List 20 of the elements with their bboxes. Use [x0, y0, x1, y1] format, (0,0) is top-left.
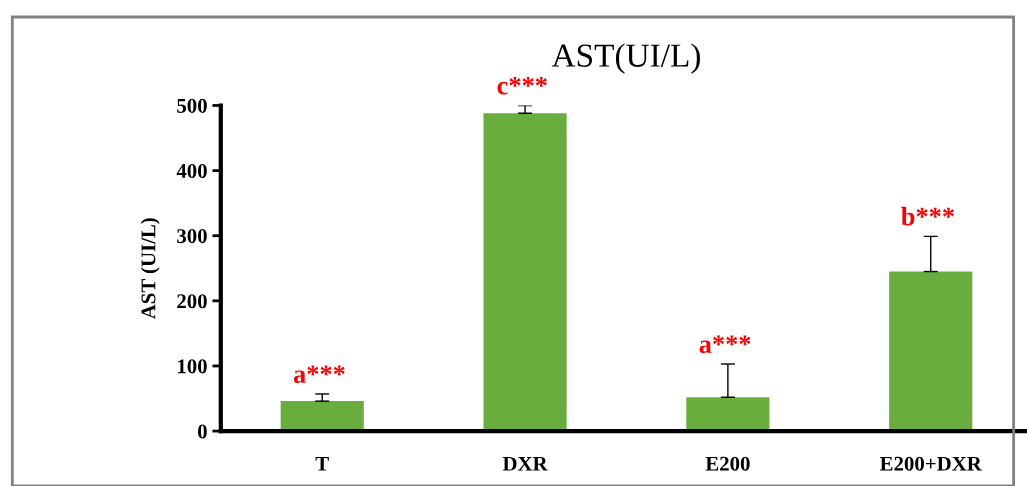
- annotation: a***: [699, 335, 751, 354]
- bar: [889, 271, 973, 432]
- bar: [686, 397, 770, 432]
- y-tick-label: 500: [177, 98, 207, 113]
- y-tick-label: 100: [178, 359, 207, 374]
- x-tick-label: T: [315, 456, 329, 471]
- x-tick-label: E200: [705, 456, 750, 471]
- y-tick-label: 400: [176, 163, 207, 179]
- x-tick-label: DXR: [502, 456, 548, 471]
- annotation: a***: [293, 365, 345, 384]
- y-tick-label: 0: [197, 424, 207, 439]
- bar: [280, 401, 364, 432]
- y-tick-label: 200: [177, 294, 207, 309]
- annotation: b***: [901, 206, 954, 226]
- chart-title: AST(UI/L): [551, 43, 700, 74]
- bar: [483, 113, 567, 432]
- x-tick-label: E200+DXR: [880, 456, 982, 471]
- annotation: c***: [497, 76, 547, 95]
- y-axis-title: AST (UI/L): [140, 218, 160, 320]
- y-tick-label: 300: [177, 229, 207, 244]
